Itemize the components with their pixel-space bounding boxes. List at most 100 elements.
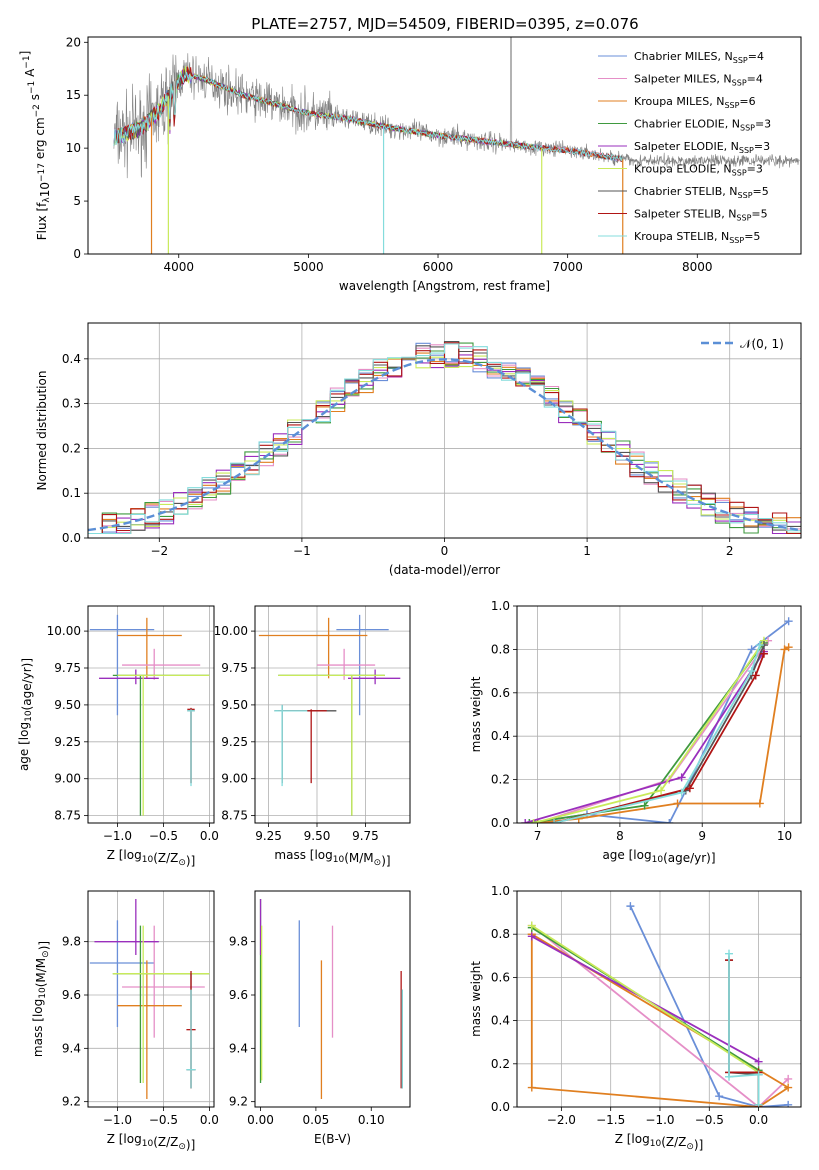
x-tick-label: −0.5 xyxy=(149,829,178,843)
xlabel-text: wavelength [Angstrom, rest frame] xyxy=(339,279,550,293)
legend-label: Kroupa MILES, NSSP=6 xyxy=(634,95,756,110)
y-tick-label: 0.8 xyxy=(491,927,510,941)
figure-title: PLATE=2757, MJD=54509, FIBERID=0395, z=0… xyxy=(251,15,638,33)
ylabel-text: mass [log10(M/M⊙)] xyxy=(31,941,51,1057)
ylabel-text: Normed distribution xyxy=(35,371,49,491)
y-tick-label: 10 xyxy=(66,141,81,155)
xlabel-text: Z [log10(Z/Z⊙)] xyxy=(107,848,196,868)
y-tick-label: 9.50 xyxy=(54,698,81,712)
weight-marker-kroupa_elodie xyxy=(529,819,538,823)
y-tick-label: 0.0 xyxy=(62,531,81,545)
xlabel-text: Z [log10(Z/Z⊙)] xyxy=(107,1132,196,1152)
weight-marker-chabrier_elodie xyxy=(640,801,649,810)
y-tick-label: 0.2 xyxy=(62,441,81,455)
x-tick-label: 8 xyxy=(616,829,624,843)
weight-marker-salpeter_miles xyxy=(784,1074,793,1083)
y-tick-label: 1.0 xyxy=(491,599,510,613)
plot-area xyxy=(89,899,210,1099)
y-tick-label: 9.00 xyxy=(54,772,81,786)
x-tick-label: 0.0 xyxy=(200,1113,219,1127)
legend-spectrum: Chabrier MILES, NSSP=4 Salpeter MILES, NS… xyxy=(598,50,771,245)
weight-marker-chabrier_miles xyxy=(626,902,635,911)
x-tick-label: −0.5 xyxy=(149,1113,178,1127)
y-tick-label: 9.25 xyxy=(54,735,81,749)
panel-mass-vs-Z: −1.0 −0.5 0.0 9.2 9.4 9.6 9.8 Z [log10(Z/Z⊙)] ma… xyxy=(31,890,219,1152)
weight-marker-salpeter_elodie xyxy=(521,819,530,823)
panel-spectrum: 4000 5000 6000 7000 8000 0 5 10 15 20 wavelength [… xyxy=(18,35,802,293)
legend-label: Chabrier STELIB, NSSP=5 xyxy=(634,185,769,200)
x-tick-label: 9.75 xyxy=(352,829,379,843)
y-tick-label: 0.4 xyxy=(62,352,81,366)
y-tick-label: 5 xyxy=(73,194,81,208)
x-tick-label: 5000 xyxy=(293,260,324,274)
legend-label: Kroupa STELIB, NSSP=5 xyxy=(634,230,760,245)
xlabel-text: age [log10(age/yr)] xyxy=(602,848,715,865)
axes-frame xyxy=(516,605,802,824)
weight-marker-kroupa_stelib xyxy=(754,1070,763,1079)
weight-marker-chabrier_miles xyxy=(784,1100,793,1107)
plot-area xyxy=(521,617,793,823)
y-tick-label: 9.4 xyxy=(229,1041,248,1055)
weight-marker-kroupa_stelib xyxy=(550,819,559,823)
y-tick-label: 9.50 xyxy=(221,698,248,712)
weight-marker-kroupa_stelib xyxy=(677,788,686,797)
weight-marker-kroupa_miles xyxy=(780,645,789,654)
weight-marker-chabrier_miles xyxy=(784,617,793,626)
y-tick-label: 0.6 xyxy=(491,970,510,984)
weight-line-salpeter_miles xyxy=(531,924,789,1107)
weight-marker-kroupa_miles xyxy=(755,799,764,808)
legend-label: Chabrier MILES, NSSP=4 xyxy=(634,50,764,65)
x-tick-label: −2.0 xyxy=(547,1113,576,1127)
x-tick-label: −1.0 xyxy=(103,1113,132,1127)
y-tick-label: 10.00 xyxy=(47,624,81,638)
weight-line-chabrier_miles xyxy=(629,905,789,1107)
axes-frame xyxy=(516,890,802,1108)
x-tick-label: 0.10 xyxy=(358,1113,385,1127)
panel-weight-vs-Z: −2.0 −1.5 −1.0 −0.5 0.0 0.0 0.2 0.4 0.6 0.8 1.0 Z [… xyxy=(469,884,802,1152)
x-tick-label: 0.0 xyxy=(200,829,219,843)
x-tick-label: −1.0 xyxy=(645,1113,674,1127)
panel-age-vs-mass: 9.25 9.50 9.75 8.75 9.00 9.25 9.50 9.75 10.00 mas… xyxy=(214,605,411,868)
y-tick-label: 9.4 xyxy=(62,1041,81,1055)
y-tick-label: 9.2 xyxy=(229,1095,248,1109)
x-tick-label: −1.0 xyxy=(103,829,132,843)
y-tick-label: 9.8 xyxy=(62,935,81,949)
x-tick-label: 0.00 xyxy=(247,1113,274,1127)
ylabel-text: Flux [fλ10−17 erg cm−2 s−1 A−1] xyxy=(18,51,52,241)
x-tick-label: 4000 xyxy=(163,260,194,274)
y-tick-label: 0.8 xyxy=(491,642,510,656)
x-tick-label: 0.0 xyxy=(749,1113,768,1127)
weight-marker-salpeter_stelib xyxy=(759,649,768,658)
y-tick-label: 0 xyxy=(73,247,81,261)
x-tick-label: −1 xyxy=(293,544,311,558)
xlabel-text: E(B-V) xyxy=(314,1132,351,1146)
weight-marker-kroupa_stelib xyxy=(747,667,756,676)
x-tick-label: 0 xyxy=(441,544,449,558)
plot-area xyxy=(259,899,403,1099)
weight-marker-salpeter_elodie xyxy=(527,932,536,941)
legend-label: Salpeter STELIB, NSSP=5 xyxy=(634,208,768,223)
weight-marker-kroupa_stelib xyxy=(725,1072,734,1081)
xlabel-text: Z [log10(Z/Z⊙)] xyxy=(615,1132,704,1152)
y-tick-label: 0.0 xyxy=(491,816,510,830)
y-tick-label: 9.6 xyxy=(62,988,81,1002)
x-tick-label: 2 xyxy=(726,544,734,558)
y-tick-label: 0.2 xyxy=(491,1057,510,1071)
legend-label: Kroupa ELODIE, NSSP=3 xyxy=(634,163,763,178)
weight-line-kroupa_stelib xyxy=(728,953,760,1105)
x-tick-label: 10 xyxy=(777,829,792,843)
weight-marker-kroupa_miles xyxy=(533,819,542,823)
y-tick-label: 8.75 xyxy=(54,809,81,823)
axes-frame xyxy=(87,605,215,824)
normal-curve xyxy=(88,358,801,532)
x-tick-label: −0.5 xyxy=(695,1113,724,1127)
x-tick-label: 8000 xyxy=(682,260,713,274)
panel-weight-vs-age: 7 8 9 10 0.0 0.2 0.4 0.6 0.8 1.0 age [log10(age/yr… xyxy=(469,599,802,865)
plot-area xyxy=(113,37,800,254)
plot-area xyxy=(89,614,210,816)
y-tick-label: 0.4 xyxy=(491,729,510,743)
weight-marker-kroupa_elodie xyxy=(657,786,666,795)
y-tick-label: 0.2 xyxy=(491,773,510,787)
weight-marker-chabrier_miles xyxy=(715,1092,724,1101)
